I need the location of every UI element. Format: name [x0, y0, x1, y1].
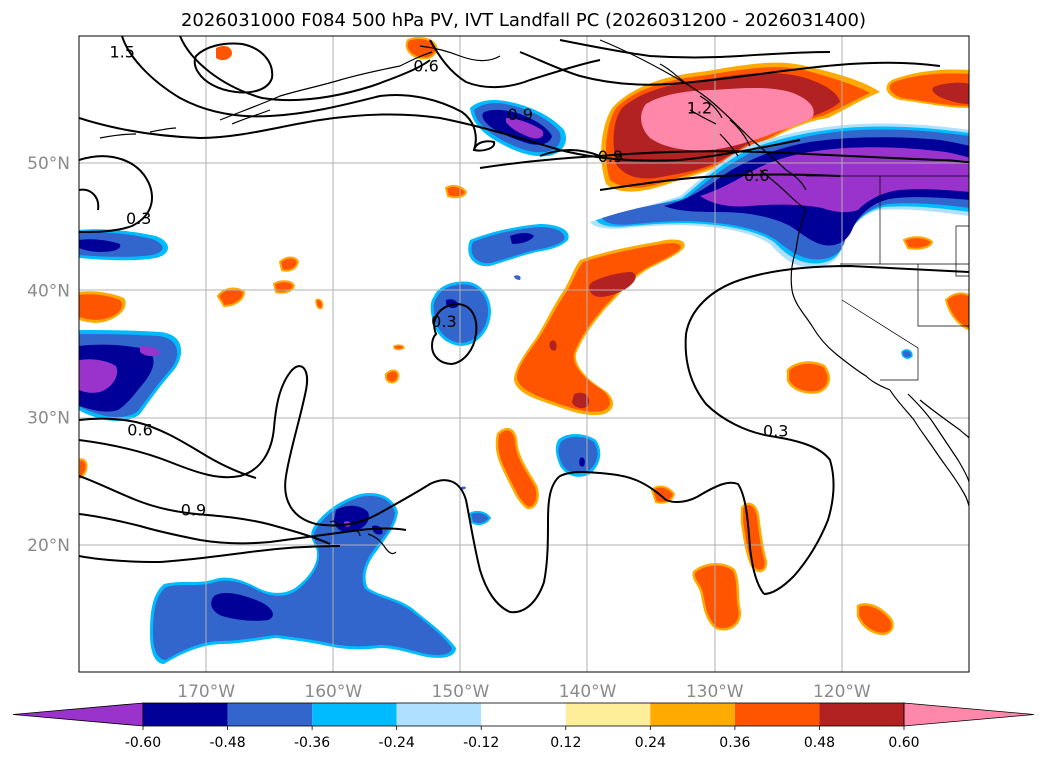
contour-labels: 1.5 0.6 0.9 1.2 0.9 0.6 0.3 0.3 0.6 0.3 0.9: [110, 43, 789, 520]
lon-tick-label: 140°W: [559, 682, 617, 702]
lon-tick-label: 130°W: [686, 682, 744, 702]
colorbar-tick-label: -0.60: [125, 735, 161, 751]
lon-tick-label: 170°W: [177, 682, 235, 702]
contour-label: 0.3: [126, 209, 151, 228]
lat-tick-label: 50°N: [27, 154, 70, 174]
colorbar-segment: [227, 703, 313, 726]
colorbar-tick-label: -0.48: [209, 735, 245, 751]
contour-label: 0.9: [507, 105, 532, 124]
lat-tick-label: 20°N: [27, 536, 70, 556]
lat-tick-label: 30°N: [27, 409, 70, 429]
contour-label: 1.5: [110, 43, 135, 62]
contour-label: 0.9: [181, 500, 206, 519]
colorbar-tick-label: 0.48: [804, 735, 835, 751]
colorbar-segment: [650, 703, 735, 726]
lat-tick-label: 40°N: [27, 281, 70, 301]
colorbar-segment: [819, 703, 904, 726]
colorbar-tick-label: 0.24: [635, 735, 666, 751]
negative-anomaly-band: [590, 123, 969, 268]
map-frame: [78, 35, 970, 673]
colorbar-segment: [312, 703, 397, 726]
colorbar-segment: [396, 703, 482, 726]
longitude-tick-labels: 170°W 160°W 150°W 140°W 130°W 120°W: [177, 682, 871, 702]
colorbar-extend-max: [903, 702, 1035, 727]
latitude-tick-labels: 50°N 40°N 30°N 20°N: [27, 154, 70, 556]
colorbar-frame: [142, 702, 905, 727]
colorbar-tick-label: 0.12: [550, 735, 581, 751]
positive-anomaly-central: [514, 239, 685, 416]
lon-tick-label: 160°W: [304, 682, 362, 702]
colorbar-tick-label: 0.36: [719, 735, 750, 751]
contour-label: 0.6: [127, 420, 152, 439]
colorbar-tick-label: -0.24: [379, 735, 415, 751]
colorbar-tick-label: -0.36: [294, 735, 330, 751]
lon-tick-label: 150°W: [432, 682, 490, 702]
colorbar-segment: [734, 703, 820, 726]
contour-label: 0.6: [413, 57, 438, 76]
colorbar: -0.60 -0.48 -0.36 -0.24 -0.12 0.12 0.24 0.36 0.4…: [12, 702, 1035, 751]
contour-label: 1.2: [687, 99, 712, 118]
shaded-fields: [79, 37, 969, 664]
contour-label: 0.3: [431, 312, 456, 331]
coastlines: [99, 39, 969, 555]
colorbar-segment: [143, 703, 228, 726]
colorbar-extend-min: [12, 702, 144, 727]
map-title: 2026031000 F084 500 hPa PV, IVT Landfall…: [180, 10, 867, 31]
colorbar-tick-label: 0.60: [888, 735, 919, 751]
pv-contours: [79, 36, 969, 614]
contour-label: 0.3: [763, 422, 788, 441]
contour-label: 0.6: [744, 166, 769, 185]
lon-tick-label: 120°W: [813, 682, 871, 702]
colorbar-segment: [565, 703, 651, 726]
colorbar-segment: [481, 703, 566, 726]
colorbar-tick-label: -0.12: [463, 735, 499, 751]
gridlines: [79, 36, 969, 672]
contour-label: 0.9: [598, 147, 623, 166]
